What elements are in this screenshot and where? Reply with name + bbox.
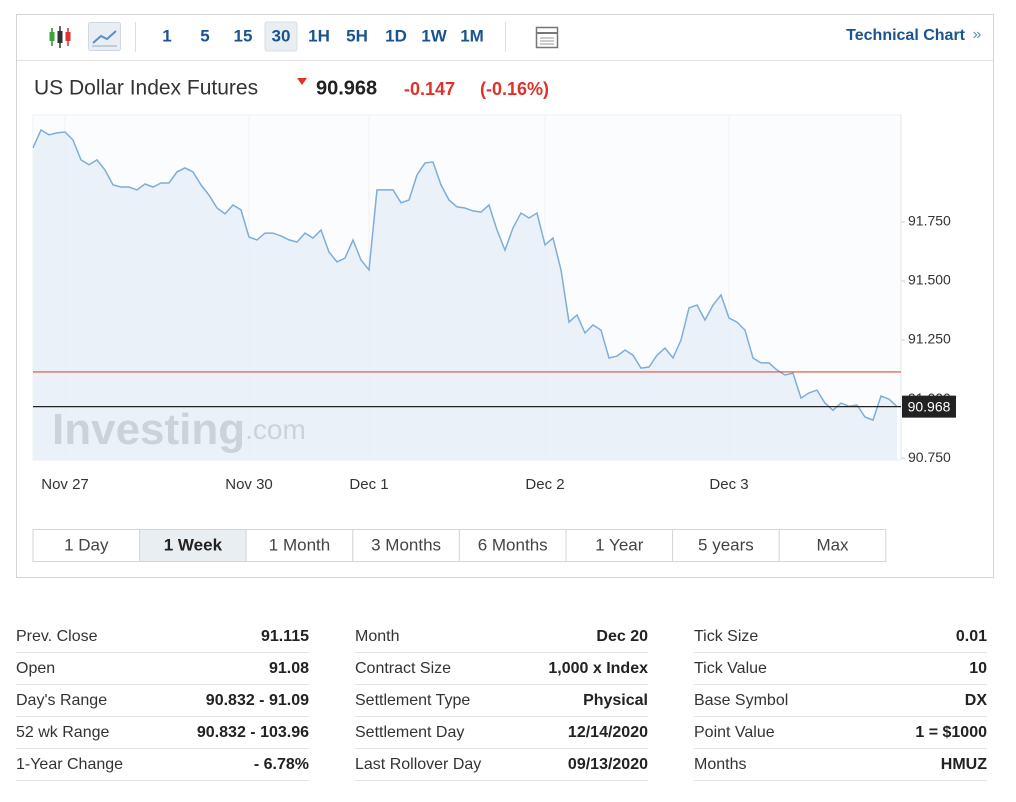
y-tick-label: 91.750 bbox=[908, 213, 951, 229]
stat-label: Tick Value bbox=[694, 659, 767, 677]
x-tick-label: Dec 2 bbox=[525, 476, 564, 493]
stat-label: 52 wk Range bbox=[16, 723, 110, 741]
stats-row: Base Symbol DX bbox=[694, 685, 987, 717]
range-tab-label[interactable]: 1 Week bbox=[164, 535, 223, 554]
range-tab[interactable] bbox=[139, 529, 247, 562]
range-tab[interactable] bbox=[458, 529, 567, 562]
y-tick-label: 91.500 bbox=[908, 272, 951, 288]
down-arrow bbox=[297, 78, 307, 85]
stat-label: Months bbox=[694, 755, 747, 773]
stat-label: Day's Range bbox=[16, 691, 108, 709]
stats-row: 52 wk Range 90.832 - 103.96 bbox=[16, 717, 309, 749]
stat-value: 90.832 - 91.09 bbox=[205, 691, 309, 709]
stat-label: Open bbox=[16, 659, 56, 677]
stat-label: Contract Size bbox=[355, 659, 452, 677]
y-tick-label: 90.750 bbox=[908, 449, 951, 465]
stat-value: 1,000 x Index bbox=[548, 659, 648, 677]
stats-column: Month Dec 20 Contract Size 1,000 x Index Set… bbox=[355, 621, 648, 781]
price-line bbox=[32, 128, 898, 422]
stats-row: Day's Range 90.832 - 91.09 bbox=[16, 685, 309, 717]
layout-icon[interactable] bbox=[535, 26, 559, 49]
x-tick-label: Dec 1 bbox=[349, 476, 388, 493]
line-icon[interactable] bbox=[88, 22, 121, 51]
range-tab[interactable] bbox=[565, 529, 674, 562]
candle-icon[interactable] bbox=[49, 26, 71, 48]
range-tab-label[interactable]: 1 Day bbox=[64, 535, 109, 554]
range-tab-label[interactable]: 5 years bbox=[698, 535, 754, 554]
stats-row: Months HMUZ bbox=[694, 749, 987, 781]
technical-chart-link[interactable]: Technical Chart bbox=[846, 27, 966, 44]
stat-value: 09/13/2020 bbox=[567, 755, 648, 773]
stat-label: Prev. Close bbox=[16, 627, 98, 645]
interval-button[interactable]: 5 bbox=[200, 26, 209, 45]
stat-value: 12/14/2020 bbox=[567, 723, 648, 741]
interval-selected-bg bbox=[264, 21, 298, 52]
y-tick-label: 91.250 bbox=[908, 331, 951, 347]
stat-value: Dec 20 bbox=[596, 627, 648, 645]
stat-label: Tick Size bbox=[694, 627, 759, 645]
x-tick-label: Dec 3 bbox=[709, 476, 748, 493]
interval-button[interactable]: 30 bbox=[272, 26, 291, 45]
stats-row: Tick Size 0.01 bbox=[694, 621, 987, 653]
price: 90.968 bbox=[316, 77, 377, 99]
stats-row: Month Dec 20 bbox=[355, 621, 648, 653]
stat-label: Settlement Day bbox=[355, 723, 465, 741]
more-arrow[interactable]: » bbox=[973, 26, 982, 43]
stats-row: Last Rollover Day 09/13/2020 bbox=[355, 749, 648, 781]
stats-row: Point Value 1 = $1000 bbox=[694, 717, 987, 749]
interval-button[interactable]: 1M bbox=[460, 26, 484, 45]
chart-title: US Dollar Index Futures bbox=[34, 77, 258, 100]
range-tab-label[interactable]: 3 Months bbox=[371, 535, 441, 554]
range-tab[interactable] bbox=[778, 529, 887, 562]
stat-value: 0.01 bbox=[955, 627, 987, 645]
stat-value: HMUZ bbox=[940, 755, 987, 773]
stat-value: 91.08 bbox=[268, 659, 309, 677]
stat-value: 1 = $1000 bbox=[915, 723, 987, 741]
stat-label: Last Rollover Day bbox=[355, 755, 482, 773]
range-tab[interactable] bbox=[245, 529, 354, 562]
stats-column: Tick Size 0.01 Tick Value 10 Base Symbol DX Po… bbox=[694, 621, 987, 781]
stat-label: 1-Year Change bbox=[16, 755, 124, 773]
change-percent: (-0.16%) bbox=[480, 79, 549, 99]
interval-button[interactable]: 1 bbox=[162, 26, 171, 45]
area bbox=[33, 129, 897, 460]
interval-button[interactable]: 5H bbox=[346, 26, 368, 45]
x-tick-label: Nov 27 bbox=[41, 476, 89, 493]
interval-button[interactable]: 1H bbox=[308, 26, 330, 45]
price-tag bbox=[902, 395, 956, 418]
range-tab-label[interactable]: 1 Year bbox=[595, 535, 644, 554]
interval-button[interactable]: 15 bbox=[234, 26, 253, 45]
stat-label: Point Value bbox=[694, 723, 775, 741]
stats-row: Settlement Type Physical bbox=[355, 685, 648, 717]
stat-label: Base Symbol bbox=[694, 691, 789, 709]
stats-row: Open 91.08 bbox=[16, 653, 309, 685]
stat-value: - 6.78% bbox=[253, 755, 309, 773]
chart-widget: Technical Chart » US Dollar Index Future… bbox=[16, 14, 994, 578]
stats-row: Tick Value 10 bbox=[694, 653, 987, 685]
stats-column: Prev. Close 91.115 Open 91.08 Day's Range 90.… bbox=[16, 621, 309, 781]
stat-value: 90.832 - 103.96 bbox=[196, 723, 309, 741]
stats-row: Prev. Close 91.115 bbox=[16, 621, 309, 653]
x-tick-label: Nov 30 bbox=[225, 476, 273, 493]
range-tab-label[interactable]: 6 Months bbox=[478, 535, 548, 554]
stats-row: 1-Year Change - 6.78% bbox=[16, 749, 309, 781]
stat-value: DX bbox=[964, 691, 987, 709]
range-tab[interactable] bbox=[352, 529, 460, 562]
stat-label: Settlement Type bbox=[355, 691, 471, 709]
stat-value: 91.115 bbox=[260, 627, 309, 645]
stats-row: Contract Size 1,000 x Index bbox=[355, 653, 648, 685]
stat-value: 10 bbox=[969, 659, 987, 677]
range-tab-label[interactable]: 1 Month bbox=[269, 535, 330, 554]
stats-row: Settlement Day 12/14/2020 bbox=[355, 717, 648, 749]
stat-label: Month bbox=[355, 627, 400, 645]
stat-value: Physical bbox=[583, 691, 648, 709]
interval-button[interactable]: 1W bbox=[421, 26, 447, 45]
change: -0.147 bbox=[404, 79, 455, 99]
price-tag-label: 90.968 bbox=[908, 398, 951, 414]
range-tab-label[interactable]: Max bbox=[816, 535, 849, 554]
interval-button[interactable]: 1D bbox=[385, 26, 407, 45]
